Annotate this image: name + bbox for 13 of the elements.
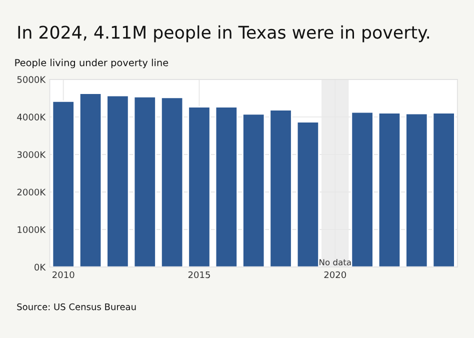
x-tick-label: 2010 <box>52 271 74 278</box>
y-tick-label: 1000K <box>18 226 46 234</box>
band-label: No data <box>320 258 351 266</box>
y-axis-title: People living under poverty line <box>15 58 168 68</box>
y-tick-label: 0K <box>34 264 46 271</box>
y-tick-label: 3000K <box>17 151 46 158</box>
y-tick-label: 4000K <box>17 114 46 121</box>
x-tick-label: 2020 <box>324 271 346 278</box>
chart-title: In 2024, 4.11M people in Texas were in poverty. <box>18 25 429 42</box>
source-note: Source: US Census Bureau <box>17 303 136 310</box>
y-tick-label: 5000K <box>17 76 46 83</box>
y-tick-label: 2000K <box>17 188 46 196</box>
x-tick-label: 2015 <box>188 271 210 278</box>
